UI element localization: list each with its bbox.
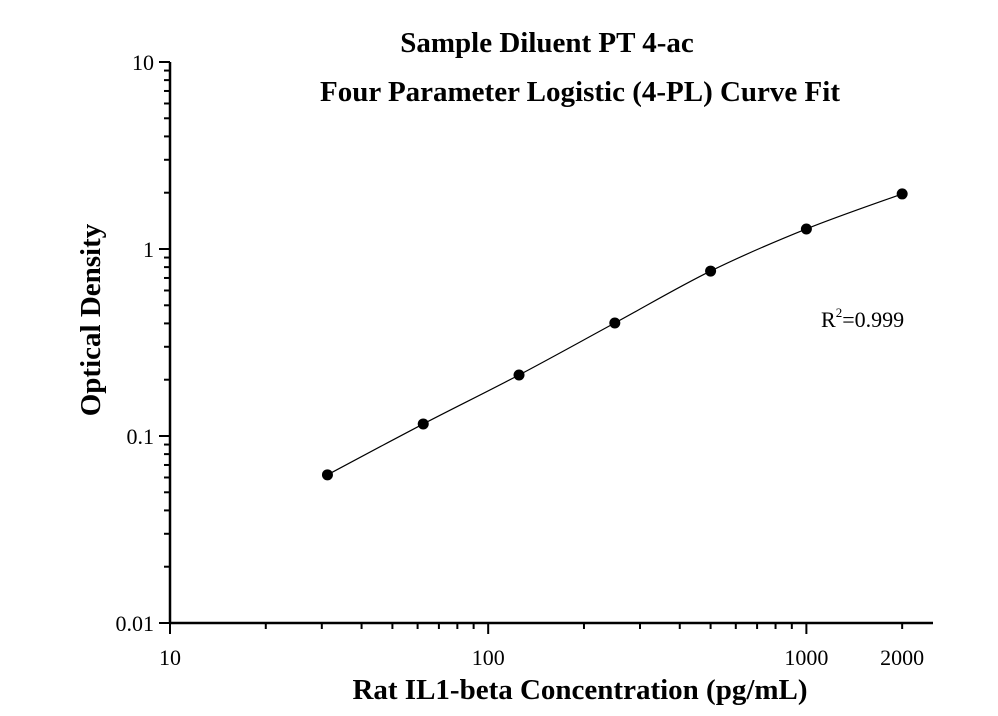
y-tick-label: 0.01 — [116, 611, 155, 636]
x-tick-label: 2000 — [880, 645, 924, 670]
x-axis-label: Rat IL1-beta Concentration (pg/mL) — [352, 674, 807, 706]
data-point — [896, 188, 908, 200]
data-point — [321, 469, 333, 481]
data-point — [513, 369, 525, 381]
x-tick-label: 1000 — [784, 645, 828, 670]
y-axis-label: Optical Density — [75, 223, 107, 416]
data-points — [321, 188, 908, 481]
x-tick-label: 100 — [472, 645, 505, 670]
ticks: 10 100 1000 2000 0.01 0.1 1 10 — [116, 50, 925, 670]
r-squared-annotation: R2=0.999 — [821, 305, 904, 332]
data-point — [800, 223, 812, 235]
y-tick-label: 0.1 — [127, 424, 155, 449]
data-point — [705, 265, 717, 277]
fit-curve — [327, 193, 903, 476]
y-tick-label: 10 — [132, 50, 154, 75]
y-tick-label: 1 — [143, 237, 154, 262]
x-tick-label: 10 — [159, 645, 181, 670]
chart-subtitle: Four Parameter Logistic (4-PL) Curve Fit — [320, 76, 840, 108]
data-point — [417, 418, 429, 430]
axes — [168, 62, 933, 625]
data-point — [609, 317, 621, 329]
chart-title: Sample Diluent PT 4-ac — [400, 27, 694, 59]
